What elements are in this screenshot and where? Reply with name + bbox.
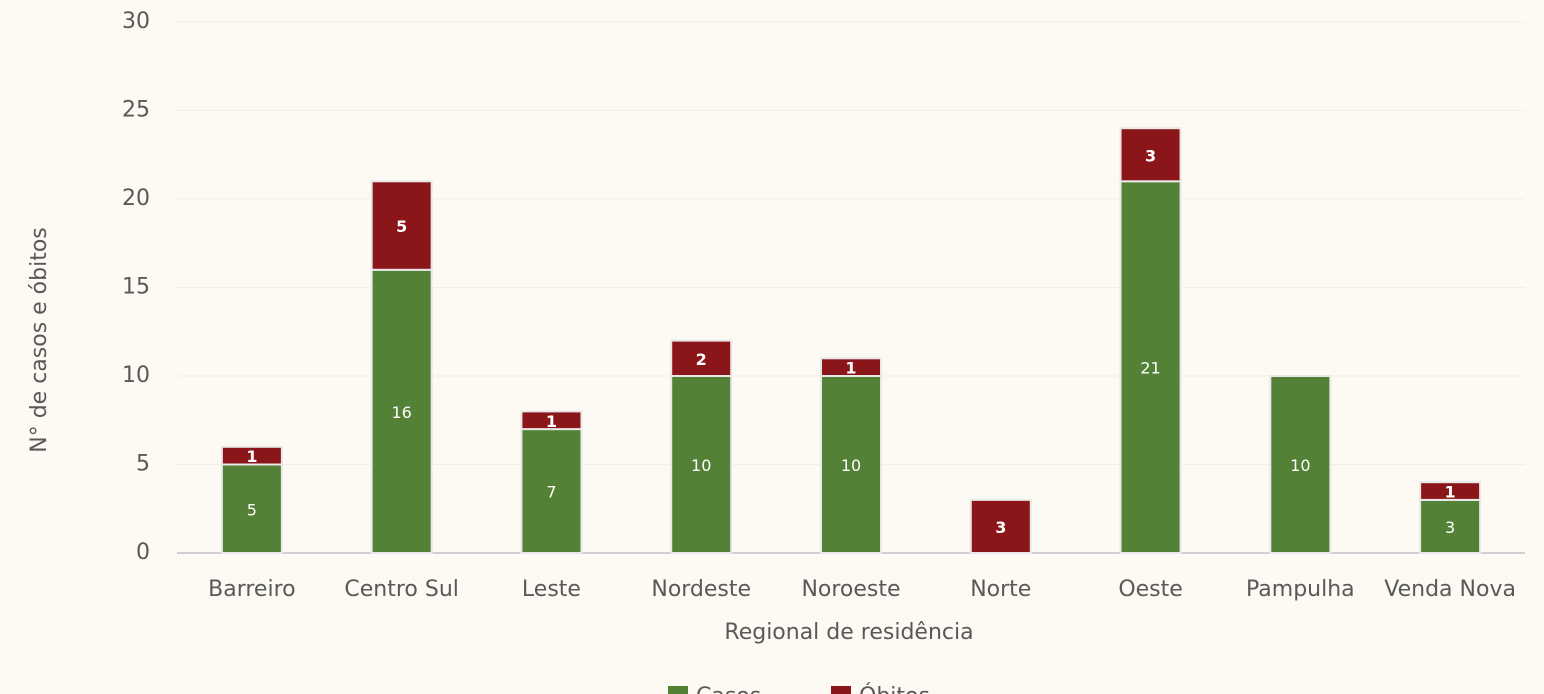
x-tick-label: Norte bbox=[970, 577, 1031, 602]
value-label: 21 bbox=[1140, 359, 1160, 378]
y-tick-label: 25 bbox=[122, 98, 150, 123]
bar-segment bbox=[670, 339, 733, 378]
bar-segment bbox=[370, 180, 433, 271]
x-tick-label: Leste bbox=[522, 577, 581, 602]
x-axis-title: Regional de residência bbox=[724, 620, 973, 645]
x-tick-label: Noroeste bbox=[801, 577, 900, 602]
bar-segment bbox=[670, 375, 733, 554]
bar-segment bbox=[1419, 481, 1482, 501]
bar-segment bbox=[220, 445, 283, 466]
value-label: 10 bbox=[841, 456, 861, 475]
legend-label: Óbitos bbox=[859, 683, 930, 694]
bar-segment bbox=[1419, 498, 1482, 554]
legend-swatch bbox=[668, 686, 688, 694]
value-label: 3 bbox=[1145, 146, 1156, 165]
bar-segment bbox=[520, 410, 583, 431]
value-label: 5 bbox=[396, 217, 407, 236]
value-label: 1 bbox=[845, 359, 856, 378]
x-tick-label: Nordeste bbox=[651, 577, 751, 602]
legend-swatch bbox=[831, 686, 851, 694]
value-label: 1 bbox=[246, 447, 257, 466]
value-label: 3 bbox=[995, 518, 1006, 537]
value-label: 10 bbox=[691, 456, 711, 475]
x-tick-label: Centro Sul bbox=[344, 577, 459, 602]
value-label: 2 bbox=[696, 350, 707, 369]
y-tick-label: 30 bbox=[122, 9, 150, 34]
bar-segment bbox=[1119, 127, 1182, 183]
bar-segment bbox=[370, 268, 433, 554]
x-tick-label: Oeste bbox=[1118, 577, 1182, 602]
y-tick-label: 10 bbox=[122, 363, 150, 388]
y-tick-label: 20 bbox=[122, 186, 150, 211]
value-label: 1 bbox=[546, 412, 557, 431]
x-tick-label: Barreiro bbox=[208, 577, 295, 602]
y-tick-label: 0 bbox=[136, 540, 150, 565]
bar-segment bbox=[1269, 375, 1332, 554]
bar-segment bbox=[969, 498, 1032, 554]
bar-segment bbox=[520, 428, 583, 555]
y-axis-title: N° de casos e óbitos bbox=[27, 227, 52, 453]
value-label: 3 bbox=[1445, 518, 1455, 537]
x-tick-label: Venda Nova bbox=[1384, 577, 1516, 602]
value-label: 5 bbox=[247, 500, 257, 519]
bar-segment bbox=[820, 357, 882, 377]
value-label: 7 bbox=[546, 483, 556, 502]
x-tick-label: Pampulha bbox=[1246, 577, 1355, 602]
legend-label: Casos bbox=[696, 684, 761, 694]
value-label: 16 bbox=[391, 403, 411, 422]
y-tick-label: 5 bbox=[136, 452, 150, 477]
y-tick-label: 15 bbox=[122, 275, 150, 300]
value-label: 10 bbox=[1290, 456, 1310, 475]
value-label: 1 bbox=[1445, 483, 1456, 502]
